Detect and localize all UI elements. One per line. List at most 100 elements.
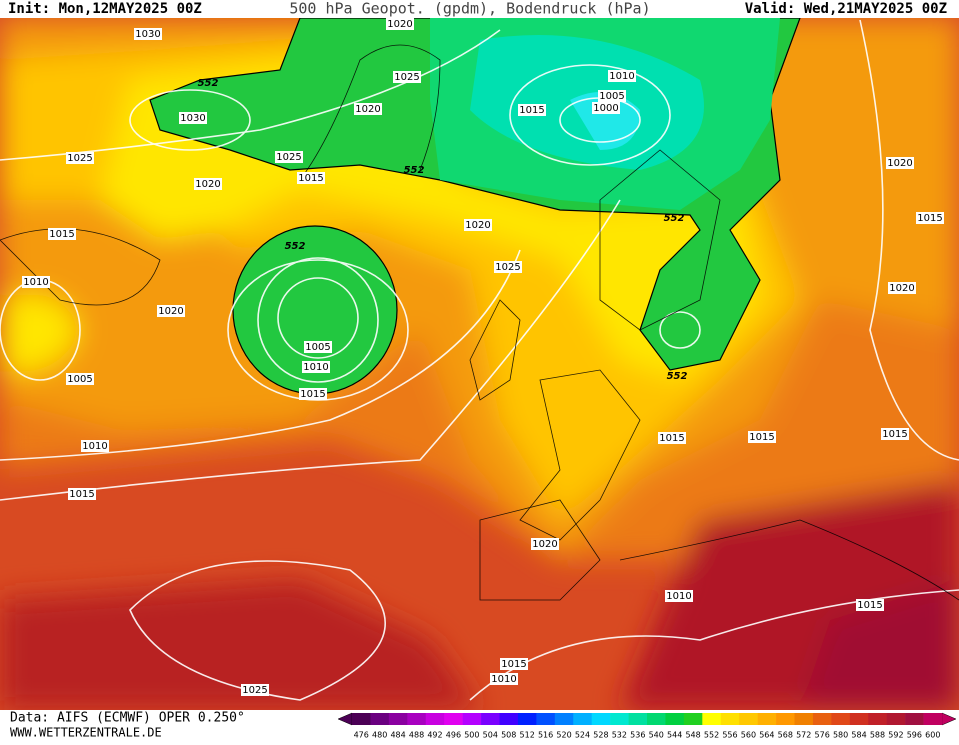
- contour-value: 1015: [300, 389, 325, 400]
- contour-value: 1010: [491, 674, 516, 685]
- contour-label: 1015: [297, 172, 325, 184]
- colorbar-cell: [610, 713, 629, 725]
- data-source: Data: AIFS (ECMWF) OPER 0.250°: [10, 711, 245, 726]
- label-box: [518, 104, 546, 116]
- colorbar-label: 504: [483, 731, 498, 740]
- contour-label: 1015: [881, 428, 909, 440]
- contour-label: 1010: [608, 70, 636, 82]
- contour-value: 1010: [82, 441, 107, 452]
- contour-label: 1015: [658, 432, 686, 444]
- contour-value: 1020: [532, 539, 557, 550]
- colorbar-label: 500: [464, 731, 479, 740]
- colorbar-cell: [757, 713, 777, 725]
- contour-label: 1010: [22, 276, 50, 288]
- contour-value: 1015: [882, 429, 907, 440]
- colorbar-cell: [923, 713, 943, 725]
- contour-value: 1025: [394, 72, 419, 83]
- label-box: [916, 212, 944, 224]
- colorbar-cell: [573, 713, 592, 725]
- contour-label: 1015: [748, 431, 776, 443]
- contour-label: 1025: [275, 151, 303, 163]
- contour-value: 1015: [69, 489, 94, 500]
- contour-value: 1020: [355, 104, 380, 115]
- colorbar-label: 516: [538, 731, 553, 740]
- colorbar-arrow: [941, 712, 957, 726]
- contour-value: 1000: [593, 103, 618, 114]
- contour-label: 1010: [81, 440, 109, 452]
- label-box: [598, 90, 626, 102]
- label-box: [48, 228, 76, 240]
- colorbar-label: 568: [778, 731, 793, 740]
- colorbar-label: 536: [630, 731, 645, 740]
- colorbar-cell: [591, 713, 611, 725]
- label-box: [888, 282, 916, 294]
- label-box: [194, 178, 222, 190]
- contour-value: 1010: [609, 71, 634, 82]
- colorbar-arrow: [337, 712, 353, 726]
- contour-label: 1010: [665, 590, 693, 602]
- label-box: [297, 172, 325, 184]
- map-field: [0, 18, 959, 710]
- colorbar-label: 548: [685, 731, 700, 740]
- contour-label: 552: [198, 78, 219, 89]
- colorbar-label: 584: [851, 731, 866, 740]
- contour-label: 1020: [464, 219, 492, 231]
- colorbar-cell: [794, 713, 814, 725]
- contour-value: 1015: [49, 229, 74, 240]
- contour-label: 552: [667, 371, 688, 382]
- label-box: [66, 373, 94, 385]
- contour-label: 1015: [500, 658, 528, 670]
- contour-value: 1015: [659, 433, 684, 444]
- colorbar-cell: [776, 713, 795, 725]
- colorbar-label: 556: [722, 731, 737, 740]
- label-box: [608, 70, 636, 82]
- label-box: [464, 219, 492, 231]
- colorbar-cell: [628, 713, 648, 725]
- colorbar-label: 596: [907, 731, 922, 740]
- contour-value: 1015: [917, 213, 942, 224]
- label-box: [393, 71, 421, 83]
- label-box: [304, 341, 332, 353]
- label-box: [531, 538, 559, 550]
- contour-value: 1015: [519, 105, 544, 116]
- colorbar-cell: [683, 713, 703, 725]
- label-box: [658, 432, 686, 444]
- contour-label: 1010: [302, 361, 330, 373]
- label-box: [299, 388, 327, 400]
- colorbar-label: 540: [649, 731, 664, 740]
- contour-value: 1025: [67, 153, 92, 164]
- colorbar-cell: [517, 713, 537, 725]
- colorbar-cell: [739, 713, 758, 725]
- label-box: [302, 361, 330, 373]
- colorbar-cell: [831, 713, 851, 725]
- label-box: [241, 684, 269, 696]
- colorbar-cell: [444, 713, 463, 725]
- label-box: [748, 431, 776, 443]
- contour-label: 1025: [241, 684, 269, 696]
- colorbar-label: 512: [520, 731, 535, 740]
- contour-label: 1005: [598, 90, 626, 102]
- colorbar-cell: [665, 713, 685, 725]
- colorbar-label: 572: [796, 731, 811, 740]
- contour-label: 1020: [531, 538, 559, 550]
- colorbar-cell: [407, 713, 427, 725]
- colorbar-cell: [905, 713, 924, 725]
- contour-value: 1015: [501, 659, 526, 670]
- colorbar-cell: [352, 713, 371, 725]
- contour-value: 1010: [303, 362, 328, 373]
- contour-value: 1020: [158, 306, 183, 317]
- contour-label: 552: [664, 213, 685, 224]
- colorbar-label: 592: [888, 731, 903, 740]
- colorbar-label: 580: [833, 731, 848, 740]
- colorbar-label: 588: [870, 731, 885, 740]
- contour-label: 1020: [888, 282, 916, 294]
- contour-label: 1015: [856, 599, 884, 611]
- label-box: [665, 590, 693, 602]
- contour-label: 1010: [490, 673, 518, 685]
- label-box: [494, 261, 522, 273]
- colorbar-cell: [647, 713, 666, 725]
- label-box: [179, 112, 207, 124]
- contour-label: 1020: [157, 305, 185, 317]
- colorbar-label: 524: [575, 731, 590, 740]
